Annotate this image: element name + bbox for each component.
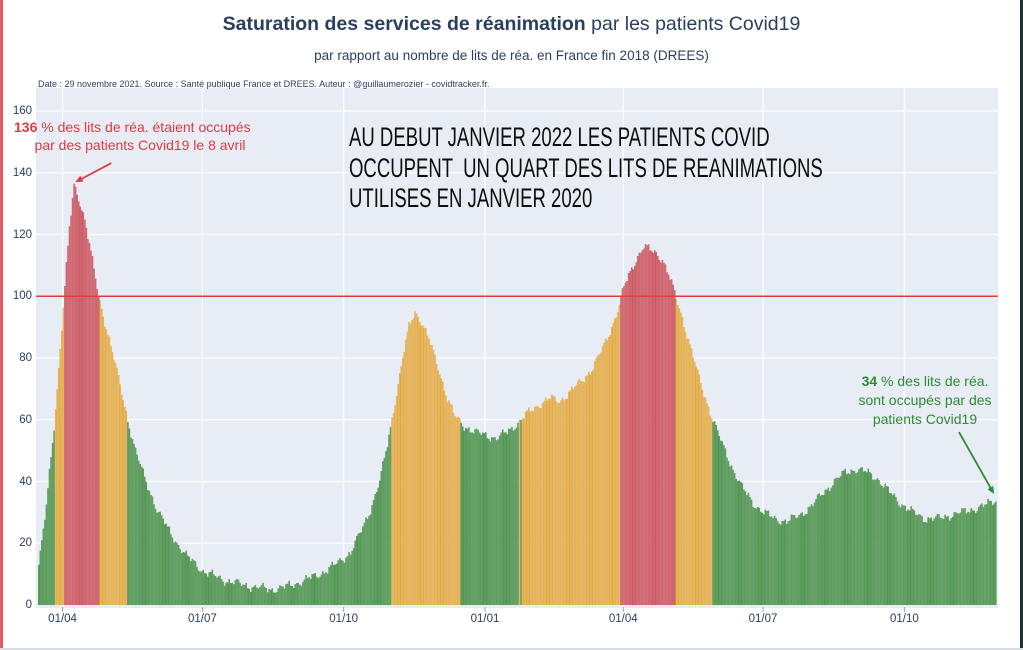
annotation-current-34: 34 % des lits de réa. sont occupés par d… (845, 372, 1005, 429)
y-axis-tick-label: 160 (12, 105, 32, 117)
x-axis-tick-label: 01/04 (608, 613, 638, 625)
annotation-current-text: % des lits de réa. (877, 373, 989, 389)
annotation-peak-line-1: 136 % des lits de réa. étaient occupés (14, 118, 266, 136)
annotation-peak-value: 136 (14, 119, 38, 135)
y-axis-tick-label: 100 (12, 290, 32, 303)
overlay-note: AU DEBUT JANVIER 2022 LES PATIENTS COVID… (349, 122, 823, 214)
annotation-current-line-1: 34 % des lits de réa. (845, 372, 1005, 391)
overlay-note-line-2: OCCUPENT UN QUART DES LITS DE REANIMATIO… (349, 152, 823, 183)
annotation-current-line-2: sont occupés par des (858, 392, 992, 408)
x-axis-tick-label: 01/10 (889, 613, 919, 625)
right-border-line (1020, 0, 1023, 650)
chart-subtitle: par rapport au nombre de lits de réa. en… (314, 48, 709, 63)
x-axis-tick-label: 01/10 (329, 613, 359, 625)
left-border-line (0, 0, 3, 650)
y-axis-tick-label: 120 (12, 228, 32, 241)
annotation-current-value: 34 (861, 373, 878, 389)
y-axis-tick-label: 20 (19, 537, 32, 550)
overlay-note-line-3: UTILISES EN JANVIER 2020 (349, 183, 593, 213)
annotation-peak-text: % des lits de réa. étaient occupés (37, 119, 251, 135)
y-axis-tick-label: 140 (12, 166, 32, 179)
annotation-current-line-3: patients Covid19 (872, 411, 978, 427)
chart-title-suffix: par les patients Covid19 (585, 13, 801, 35)
overlay-note-line-1: AU DEBUT JANVIER 2022 LES PATIENTS COVID (349, 122, 770, 152)
annotation-peak-136: 136 % des lits de réa. étaient occupés p… (14, 118, 266, 154)
x-axis-tick-label: 01/07 (187, 613, 217, 625)
chart-title-main: Saturation des services de réanimation (222, 13, 586, 35)
chart-title: Saturation des services de réanimation p… (0, 13, 1023, 36)
y-axis-tick-label: 0 (25, 599, 32, 611)
y-axis-tick-label: 60 (19, 413, 32, 426)
bottom-border-line (0, 648, 1023, 650)
y-axis-tick-label: 40 (19, 475, 32, 488)
x-axis-tick-label: 01/01 (470, 613, 500, 625)
y-axis-tick-label: 80 (19, 352, 32, 364)
annotation-peak-line-2: par des patients Covid19 le 8 avril (34, 137, 246, 153)
x-axis-tick-label: 01/07 (748, 613, 778, 625)
source-caption: Date : 29 novembre 2021. Source : Santé … (38, 79, 490, 89)
x-axis-tick-label: 01/04 (48, 613, 77, 625)
